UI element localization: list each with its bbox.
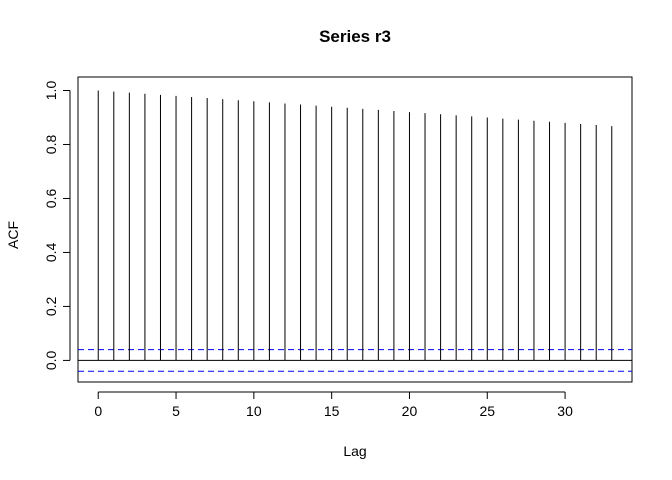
x-tick-label-5: 5 (172, 403, 180, 419)
y-tick-label-3: 0.6 (43, 189, 59, 209)
y-tick-label-4: 0.8 (43, 135, 59, 155)
x-tick-label-10: 10 (246, 403, 262, 419)
plot-frame (77, 76, 633, 383)
y-axis-label: ACF (5, 221, 21, 249)
y-tick-label-0: 0.0 (43, 350, 59, 370)
y-tick-label-1: 0.2 (43, 296, 59, 316)
chart-title: Series r3 (319, 27, 391, 46)
x-tick-label-25: 25 (479, 403, 495, 419)
x-tick-label-30: 30 (557, 403, 573, 419)
x-tick-label-15: 15 (324, 403, 340, 419)
x-axis-label: Lag (343, 443, 366, 459)
y-tick-label-2: 0.4 (43, 243, 59, 263)
x-tick-label-0: 0 (94, 403, 102, 419)
x-tick-label-20: 20 (402, 403, 418, 419)
y-tick-label-5: 1.0 (43, 81, 59, 101)
